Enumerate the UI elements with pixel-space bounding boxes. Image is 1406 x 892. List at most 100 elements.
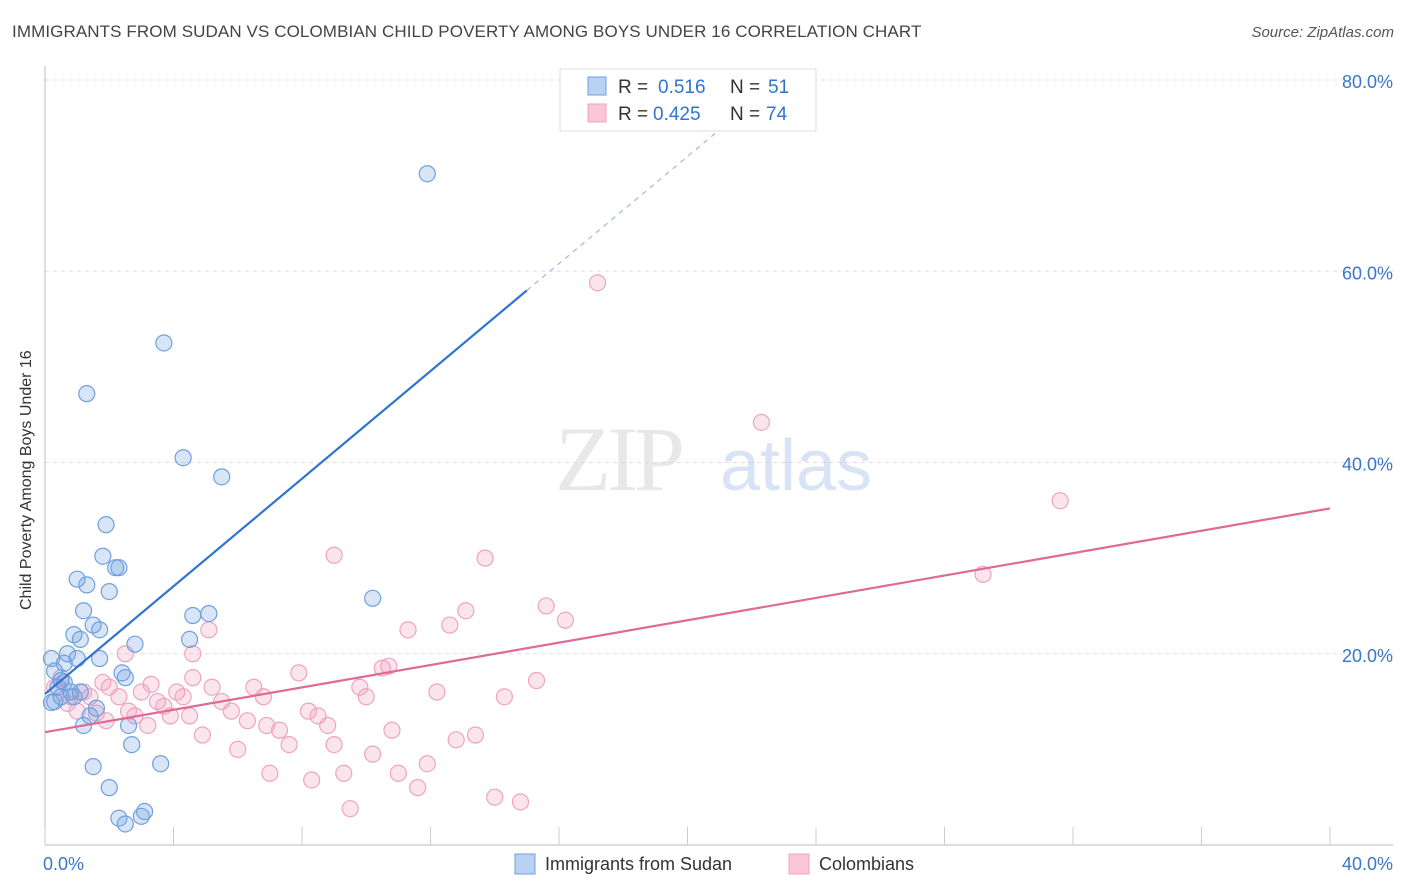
colombians-point (752, 413, 770, 431)
sudan-point (87, 699, 106, 717)
colombians-point (351, 678, 369, 696)
sudan-point (200, 604, 218, 623)
colombians-point (222, 702, 240, 720)
sudan-point (152, 755, 170, 773)
colombians-point (193, 726, 212, 744)
legend-r-label-sudan: R = (618, 77, 648, 98)
colombians-point (200, 621, 218, 639)
colombians-point (364, 745, 382, 763)
colombians-point (325, 546, 343, 564)
sudan-point (116, 815, 134, 833)
sudan-point (418, 165, 436, 183)
colombians-point (325, 735, 343, 754)
sudan-points (42, 165, 436, 833)
colombians-point (341, 800, 359, 818)
colombians-point (428, 683, 446, 701)
y-tick-label-40: 40.0% (1342, 455, 1393, 475)
series-legend: Immigrants from Sudan Colombians (514, 853, 914, 875)
legend-n-value-colombians: 74 (766, 104, 788, 125)
sudan-point (110, 809, 128, 827)
sudan-point (113, 664, 131, 682)
bottom-legend-swatch-colombians (788, 853, 810, 875)
colombians-point (476, 549, 494, 567)
colombians-point (258, 716, 276, 735)
sudan-point (84, 757, 102, 776)
colombians-point (399, 621, 417, 639)
sudan-point (91, 621, 109, 639)
colombians-point (254, 688, 273, 706)
sudan-point (55, 654, 73, 672)
bottom-legend-swatch-sudan (514, 853, 536, 875)
colombians-point (184, 669, 202, 687)
colombians-point (588, 274, 607, 292)
sudan-point (126, 635, 144, 653)
colombians-point (447, 731, 465, 749)
colombians-points (46, 274, 1069, 818)
y-tick-labels: 20.0% 40.0% 60.0% 80.0% (1342, 72, 1393, 666)
x-tick-label-right: 40.0% (1342, 854, 1393, 874)
colombians-point (203, 678, 221, 696)
sudan-point (74, 602, 93, 620)
bottom-legend-label-sudan: Immigrants from Sudan (545, 854, 732, 874)
legend-r-value-colombians: 0.425 (653, 104, 701, 125)
colombians-point (299, 702, 318, 720)
sudan-point (119, 716, 138, 735)
colombians-point (466, 726, 485, 744)
sudan-point (132, 807, 150, 825)
axes (44, 66, 1393, 846)
sudan-point (91, 649, 109, 668)
colombians-point (174, 688, 192, 706)
sudan-point (42, 693, 61, 712)
colombians-point (270, 721, 289, 739)
x-tick-label-left: 0.0% (43, 854, 84, 874)
colombians-point (184, 645, 202, 663)
x-tick-labels: 0.0% 40.0% (43, 854, 1393, 874)
bottom-legend-label-colombians: Colombians (819, 854, 914, 874)
sudan-point (174, 449, 192, 467)
colombians-point (409, 779, 427, 797)
colombians-point (319, 716, 337, 735)
sudan-point (123, 735, 141, 754)
colombians-point (537, 597, 555, 615)
colombians-point (457, 602, 475, 620)
sudan-point (100, 582, 118, 601)
stats-legend: R = 0.516 N = 51 R = 0.425 N = 74 (559, 68, 817, 132)
sudan-point (58, 645, 77, 663)
colombians-point (139, 716, 157, 735)
colombians-point (383, 721, 401, 739)
sudan-point (100, 779, 118, 797)
trend-lines (44, 89, 1331, 734)
sudan-point (110, 559, 128, 577)
source-credit: Source: ZipAtlas.com (1251, 24, 1394, 41)
colombians-point (1051, 492, 1069, 510)
sudan-point (184, 606, 202, 625)
y-tick-label-80: 80.0% (1342, 72, 1393, 92)
sudan-point (78, 576, 96, 594)
colombians-point (261, 764, 279, 782)
watermark-atlas: atlas (720, 426, 872, 506)
legend-n-value-sudan: 51 (768, 77, 789, 98)
watermark-zip: ZIP (555, 408, 682, 510)
sudan-point (71, 683, 89, 701)
sudan-point (116, 669, 134, 687)
legend-n-label-colombians: N = (730, 104, 760, 125)
colombians-trend-line (44, 507, 1331, 734)
chart-title: IMMIGRANTS FROM SUDAN VS COLOMBIAN CHILD… (12, 22, 922, 41)
legend-r-label-colombians: R = (618, 104, 648, 125)
sudan-point (62, 683, 80, 701)
colombians-point (357, 688, 375, 706)
colombians-point (280, 735, 298, 754)
colombians-point (303, 771, 321, 789)
legend-swatch-sudan (587, 76, 607, 96)
sudan-point (78, 385, 96, 403)
colombians-point (486, 788, 504, 806)
colombians-point (527, 671, 546, 690)
sudan-point (364, 589, 382, 607)
legend-n-label-sudan: N = (730, 77, 760, 98)
sudan-point (180, 630, 199, 649)
colombians-point (290, 664, 308, 682)
sudan-point (135, 802, 154, 821)
y-tick-label-60: 60.0% (1342, 263, 1393, 283)
sudan-point (213, 468, 231, 486)
